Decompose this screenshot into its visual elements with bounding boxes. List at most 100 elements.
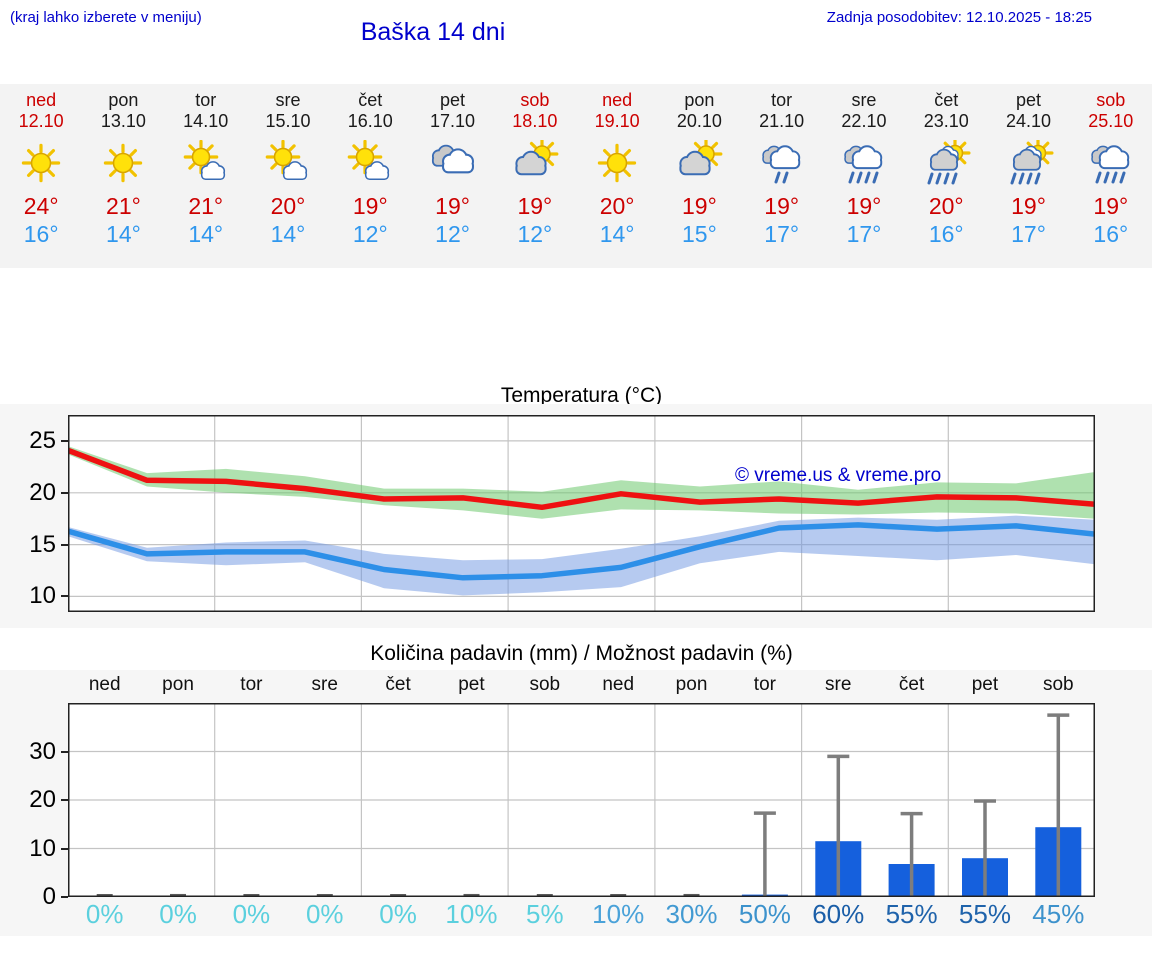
forecast-day-16.10: čet 16.10 19° 12° (329, 84, 411, 268)
min-temp: 14° (599, 221, 635, 247)
y-tick-mark (61, 595, 68, 598)
day-date: 13.10 (100, 111, 146, 131)
precip-day-label: sob (529, 674, 561, 695)
day-name: pon (684, 90, 715, 110)
day-date: 19.10 (594, 111, 640, 131)
precip-probability: 10% (445, 899, 498, 929)
day-date: 17.10 (430, 111, 476, 131)
precip-probability: 60% (812, 899, 865, 929)
precip-probability: 50% (738, 899, 791, 929)
weather-mostly-sunny-icon (180, 140, 232, 186)
y-tick-label: 25 (29, 426, 56, 454)
y-tick-mark (61, 896, 68, 898)
precip-day-label: sre (825, 674, 852, 695)
day-name: sob (520, 90, 550, 110)
precip-chart-plot (68, 703, 1095, 897)
min-temp: 17° (846, 221, 882, 247)
precip-probability: 0% (159, 899, 197, 929)
day-date: 22.10 (841, 111, 887, 131)
day-name: sre (275, 90, 301, 110)
day-date: 18.10 (512, 111, 558, 131)
min-temp: 16° (928, 221, 964, 247)
y-tick-mark (61, 543, 68, 546)
day-date: 14.10 (183, 111, 229, 131)
temp-chart-title: Temperatura (°C) (500, 384, 663, 407)
weather-cloudy-icon (427, 140, 479, 186)
weather-sunny-icon (15, 140, 67, 186)
forecast-day-12.10: ned 12.10 24° 16° (0, 84, 82, 268)
day-name: čet (358, 90, 383, 110)
y-tick-label: 15 (29, 530, 56, 558)
min-temp: 12° (352, 221, 388, 247)
forecast-day-21.10: tor 21.10 19° 17° (741, 84, 823, 268)
min-temp: 17° (764, 221, 800, 247)
max-temp: 20° (928, 193, 964, 219)
day-date: 25.10 (1088, 111, 1134, 131)
forecast-day-23.10: čet 23.10 20° 16° (905, 84, 987, 268)
max-temp: 19° (764, 193, 800, 219)
y-tick-mark (61, 491, 68, 494)
precip-probability: 0% (85, 899, 124, 929)
y-tick-mark (61, 847, 68, 850)
min-temp: 14° (188, 221, 224, 247)
temp-chart-plot (68, 415, 1095, 612)
day-name: sob (1096, 90, 1126, 110)
day-date: 21.10 (759, 111, 805, 131)
day-date: 15.10 (265, 111, 311, 131)
y-tick-mark (61, 750, 68, 753)
day-name: tor (771, 90, 793, 110)
max-temp: 20° (599, 193, 635, 219)
precip-probability: 55% (958, 899, 1011, 929)
menu-note: (kraj lahko izberete v meniju) (10, 9, 202, 26)
precip-day-label: tor (753, 674, 776, 695)
precip-day-label: ned (88, 674, 121, 695)
max-temp: 19° (1093, 193, 1129, 219)
day-name: ned (26, 90, 57, 110)
y-tick-label: 0 (42, 883, 56, 910)
weather-sun-rain-icon (920, 140, 972, 186)
max-temp: 21° (188, 193, 224, 219)
max-temp: 19° (682, 193, 717, 219)
day-name: tor (195, 90, 217, 110)
y-tick-label: 20 (29, 786, 56, 813)
min-temp: 17° (1011, 221, 1046, 247)
precip-probability: 55% (885, 899, 938, 929)
min-temp: 16° (23, 221, 59, 247)
day-name: sre (851, 90, 877, 110)
max-temp: 20° (270, 193, 306, 219)
y-tick-label: 30 (29, 737, 56, 765)
min-temp: 12° (435, 221, 470, 247)
max-temp: 19° (846, 193, 882, 219)
y-tick-label: 20 (29, 478, 56, 506)
max-temp: 19° (435, 193, 470, 219)
max-temp: 19° (517, 193, 553, 219)
min-temp: 14° (270, 221, 306, 247)
forecast-day-17.10: pet 17.10 19° 12° (411, 84, 493, 268)
day-name: ned (602, 90, 633, 110)
page-title: Baška 14 dni (360, 18, 506, 46)
precip-day-label: tor (240, 674, 263, 695)
forecast-day-15.10: sre 15.10 20° 14° (247, 84, 329, 268)
precip-day-label: sre (311, 674, 338, 695)
day-name: čet (934, 90, 959, 110)
precip-day-label: čet (898, 674, 925, 695)
temp-chart-panel: © vreme.us & vreme.pro 25 20 15 10 (0, 404, 1152, 628)
min-temp: 16° (1093, 221, 1129, 247)
weather-mostly-sunny-icon (262, 140, 314, 186)
precip-probability: 45% (1032, 899, 1085, 929)
min-temp: 12° (517, 221, 553, 247)
max-temp: 21° (106, 193, 141, 219)
min-temp: 15° (682, 221, 717, 247)
day-date: 23.10 (923, 111, 969, 131)
y-tick-mark (61, 799, 68, 801)
day-name: pet (1016, 90, 1042, 110)
precip-day-label: pon (675, 674, 708, 695)
precip-day-label: sob (1042, 674, 1074, 695)
y-tick-mark (61, 439, 68, 442)
day-date: 16.10 (347, 111, 393, 131)
day-name: pon (108, 90, 139, 110)
copyright-watermark: © vreme.us & vreme.pro (735, 465, 942, 486)
last-update-label: Zadnja posodobitev: 12.10.2025 - 18:25 (826, 9, 1092, 26)
precip-day-label: ned (602, 674, 635, 695)
